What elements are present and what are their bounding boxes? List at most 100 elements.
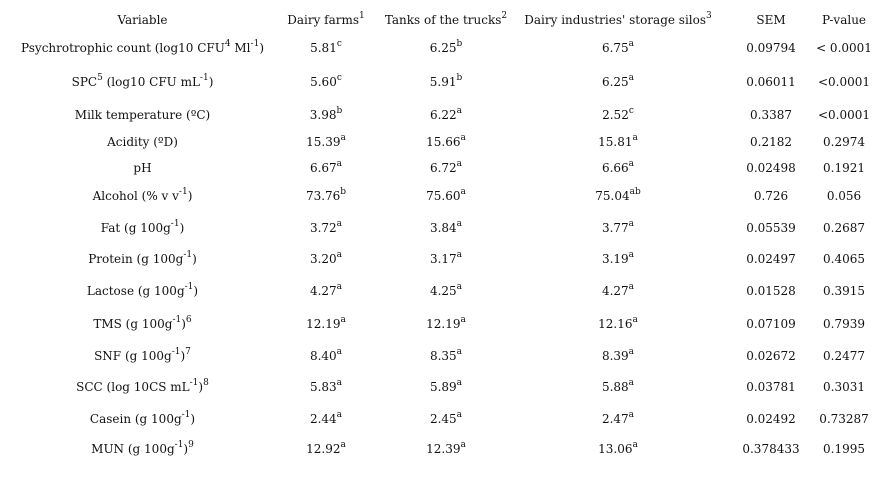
- cell-p-value: 0.2974: [823, 135, 865, 149]
- cell-dairy-farms: 12.19a: [280, 312, 372, 336]
- superscript: a: [336, 347, 343, 357]
- superscript: 6: [185, 315, 192, 325]
- cell-text: 73.76: [305, 189, 341, 203]
- cell-dairy-farms: 8.40a: [280, 344, 372, 368]
- superscript: a: [336, 378, 343, 388]
- superscript: -1: [199, 73, 209, 83]
- cell-text: 4.27: [309, 284, 337, 298]
- cell-text: 12.16: [598, 317, 633, 331]
- cell-sem: 0.726: [753, 189, 789, 203]
- cell-storage-silos: 2.52c: [518, 103, 718, 127]
- cell-sem: 0.3387: [750, 108, 792, 122]
- cell-text: 3.98: [309, 108, 337, 122]
- cell-variable: Protein (g 100g-1): [0, 247, 285, 271]
- cell-text: ): [183, 442, 189, 456]
- superscript: a: [632, 133, 638, 143]
- cell-text: (log10 CFU mL: [102, 75, 200, 89]
- superscript: ab: [629, 187, 641, 197]
- cell-sem: 0.02492: [746, 412, 796, 426]
- cell-variable: Milk temperature (ºC): [0, 103, 285, 127]
- header-sem: SEM: [735, 8, 807, 32]
- table-row: Lactose (g 100g-1) 4.27a 4.25a 4.27a 0.01528…: [0, 279, 883, 303]
- cell-dairy-farms: 5.81c: [280, 36, 372, 60]
- cell-sem: 0.06011: [746, 75, 796, 89]
- cell-text: ): [193, 284, 199, 298]
- cell-variable: Fat (g 100g-1): [0, 216, 285, 240]
- cell-dairy-farms: 3.20a: [280, 247, 372, 271]
- superscript: a: [628, 73, 635, 83]
- cell-text: 6.75: [601, 41, 629, 55]
- superscript: 3: [706, 11, 712, 21]
- cell-text: 12.39: [426, 442, 461, 456]
- table-row: Fat (g 100g-1) 3.72a 3.84a 3.77a 0.05539 0.26…: [0, 216, 883, 240]
- superscript: -1: [250, 39, 260, 49]
- table-row: SPC5 (log10 CFU mL-1) 5.60c 5.91b 6.25a 0.06…: [0, 70, 883, 94]
- cell-text: 15.39: [306, 135, 341, 149]
- cell-text: Acidity (ºD): [107, 135, 178, 149]
- superscript: -1: [174, 440, 184, 450]
- cell-text: Lactose (g 100g: [86, 284, 185, 298]
- superscript: a: [628, 347, 635, 357]
- cell-text: 5.60: [310, 75, 337, 89]
- superscript: b: [456, 39, 463, 49]
- cell-variable: SNF (g 100g-1)7: [0, 344, 285, 368]
- table-row: pH 6.67a 6.72a 6.66a 0.02498 0.1921: [0, 156, 883, 180]
- cell-variable: TMS (g 100g-1)6: [0, 312, 285, 336]
- table-row: TMS (g 100g-1)6 12.19a 12.19a 12.16a 0.07109…: [0, 312, 883, 336]
- cell-sem: 0.02672: [746, 349, 796, 363]
- cell-text: Milk temperature (ºC): [74, 108, 211, 122]
- cell-p-value: 0.2477: [823, 349, 865, 363]
- superscript: a: [340, 440, 346, 450]
- cell-text: 2.44: [309, 412, 337, 426]
- cell-variable: pH: [0, 156, 285, 180]
- cell-storage-silos: 75.04ab: [518, 184, 718, 208]
- cell-variable: Casein (g 100g-1): [0, 407, 285, 431]
- cell-text: ): [208, 75, 214, 89]
- superscript: a: [632, 440, 638, 450]
- cell-tanks-of-trucks: 5.91b: [374, 70, 518, 94]
- cell-text: 6.25: [601, 75, 629, 89]
- cell-text: 12.19: [306, 317, 341, 331]
- cell-text: Fat (g 100g: [100, 221, 171, 235]
- cell-dairy-farms: 6.67a: [280, 156, 372, 180]
- cell-text: 6.67: [309, 161, 337, 175]
- cell-text: Psychrotrophic count (log10 CFU: [21, 41, 225, 55]
- cell-text: ): [190, 412, 196, 426]
- cell-text: 3.17: [429, 252, 457, 266]
- cell-p-value: <0.0001: [817, 75, 871, 89]
- table-row: MUN (g 100g-1)9 12.92a 12.39a 13.06a 0.37843…: [0, 437, 883, 461]
- table-row: Casein (g 100g-1) 2.44a 2.45a 2.47a 0.02492 0…: [0, 407, 883, 431]
- superscript: a: [628, 410, 635, 420]
- cell-text: 6.72: [429, 161, 457, 175]
- table-row: Protein (g 100g-1) 3.20a 3.17a 3.19a 0.02497…: [0, 247, 883, 271]
- cell-text: Protein (g 100g: [88, 252, 184, 266]
- cell-tanks-of-trucks: 12.19a: [374, 312, 518, 336]
- cell-text: 12.92: [306, 442, 341, 456]
- superscript: a: [632, 315, 638, 325]
- cell-p-value: 0.3915: [823, 284, 865, 298]
- cell-storage-silos: 15.81a: [518, 130, 718, 154]
- superscript: a: [340, 315, 346, 325]
- cell-storage-silos: 3.77a: [518, 216, 718, 240]
- cell-dairy-farms: 15.39a: [280, 130, 372, 154]
- superscript: -1: [171, 347, 181, 357]
- cell-storage-silos: 3.19a: [518, 247, 718, 271]
- cell-text: Tanks of the trucks: [384, 13, 502, 27]
- superscript: a: [456, 378, 463, 388]
- cell-tanks-of-trucks: 6.25b: [374, 36, 518, 60]
- table-row: Alcohol (% v v-1) 73.76b 75.60a 75.04ab 0.72…: [0, 184, 883, 208]
- superscript: a: [336, 219, 343, 229]
- header-tanks-of-trucks: Tanks of the trucks2: [374, 8, 518, 32]
- cell-storage-silos: 6.75a: [518, 36, 718, 60]
- cell-text: 6.25: [429, 41, 457, 55]
- superscript: 8: [203, 378, 209, 388]
- cell-text: SNF (g 100g: [94, 349, 172, 363]
- cell-text: 75.04: [595, 189, 630, 203]
- cell-text: SCC (log 10CS mL: [76, 380, 190, 394]
- cell-p-value: 0.1921: [823, 161, 865, 175]
- superscript: b: [340, 187, 347, 197]
- header-storage-silos: Dairy industries' storage silos3: [518, 8, 718, 32]
- superscript: b: [456, 73, 463, 83]
- cell-p-value: 0.73287: [819, 412, 869, 426]
- superscript: 9: [188, 440, 194, 450]
